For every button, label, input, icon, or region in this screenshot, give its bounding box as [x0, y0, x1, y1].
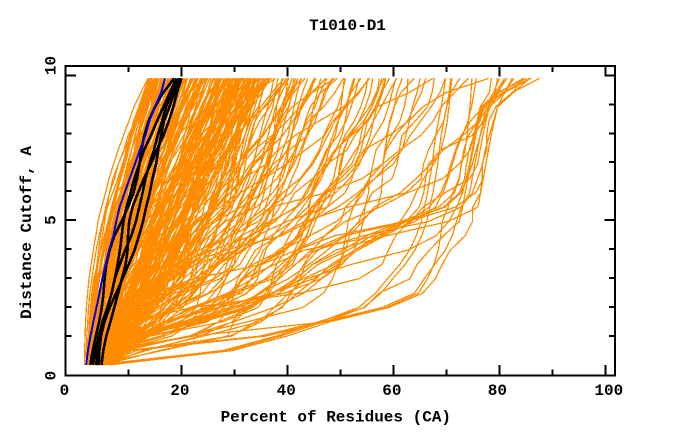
svg-text:10: 10 [43, 56, 61, 75]
svg-text:Percent of Residues (CA): Percent of Residues (CA) [221, 409, 451, 427]
svg-text:80: 80 [488, 382, 507, 400]
svg-text:5: 5 [43, 215, 61, 225]
svg-text:20: 20 [170, 382, 189, 400]
svg-text:T1010-D1: T1010-D1 [309, 17, 386, 35]
svg-text:0: 0 [43, 371, 61, 381]
svg-text:Distance Cutoff, A: Distance Cutoff, A [18, 146, 36, 319]
svg-text:60: 60 [382, 382, 401, 400]
svg-text:40: 40 [277, 382, 296, 400]
svg-text:0: 0 [60, 382, 70, 400]
svg-text:100: 100 [594, 382, 623, 400]
